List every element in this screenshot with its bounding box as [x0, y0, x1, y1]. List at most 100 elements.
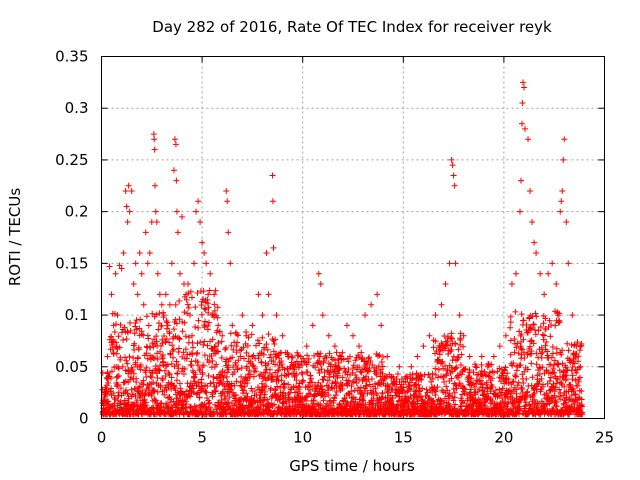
- data-point: [452, 340, 459, 347]
- data-point: [181, 319, 188, 326]
- data-point: [185, 304, 192, 311]
- data-point: [539, 364, 546, 371]
- data-point: [447, 348, 454, 355]
- data-point: [195, 317, 202, 324]
- data-point: [106, 263, 113, 270]
- data-point: [330, 373, 337, 380]
- data-point: [131, 340, 138, 347]
- data-point: [506, 386, 513, 393]
- data-point: [568, 367, 575, 374]
- data-point: [263, 341, 270, 348]
- data-point: [144, 260, 151, 267]
- data-point: [218, 354, 225, 361]
- data-point: [120, 250, 127, 257]
- data-point: [214, 304, 221, 311]
- data-point: [200, 341, 207, 348]
- data-point: [244, 379, 251, 386]
- data-point: [202, 318, 209, 325]
- data-point: [548, 322, 555, 329]
- data-point: [552, 322, 559, 329]
- data-point: [546, 317, 553, 324]
- data-point: [363, 373, 370, 380]
- data-point: [485, 362, 492, 369]
- data-point: [291, 395, 298, 402]
- data-point: [114, 312, 121, 319]
- data-point: [136, 250, 143, 257]
- data-point: [538, 375, 545, 382]
- data-point: [508, 281, 515, 288]
- data-point: [166, 330, 173, 337]
- data-point: [123, 336, 130, 343]
- data-point: [544, 348, 551, 355]
- data-point: [455, 374, 462, 381]
- data-point: [104, 353, 111, 360]
- data-point: [513, 395, 520, 402]
- data-point: [211, 301, 218, 308]
- data-point: [537, 323, 544, 330]
- data-point: [233, 362, 240, 369]
- data-point: [231, 382, 238, 389]
- data-point: [216, 328, 223, 335]
- data-point: [244, 393, 251, 400]
- data-point: [142, 369, 149, 376]
- data-point: [516, 407, 523, 414]
- data-point: [360, 393, 367, 400]
- data-point: [541, 291, 548, 298]
- data-point: [319, 312, 326, 319]
- data-point: [233, 378, 240, 385]
- data-point: [524, 366, 531, 373]
- data-point: [229, 354, 236, 361]
- data-point: [533, 250, 540, 257]
- data-point: [247, 371, 254, 378]
- data-point: [357, 384, 364, 391]
- data-point: [297, 353, 304, 360]
- x-axis: 0 5 10 15 20 25: [97, 56, 614, 447]
- data-point: [462, 386, 469, 393]
- data-point: [512, 270, 519, 277]
- data-point: [156, 291, 163, 298]
- data-point: [558, 198, 565, 205]
- data-point: [518, 311, 525, 318]
- data-point: [158, 343, 165, 350]
- data-point: [312, 364, 319, 371]
- data-point: [193, 208, 200, 215]
- data-point: [230, 346, 237, 353]
- data-point: [143, 343, 150, 350]
- data-point: [279, 332, 286, 339]
- data-point: [414, 398, 421, 405]
- data-point: [155, 326, 162, 333]
- data-point: [270, 244, 277, 251]
- data-point: [437, 397, 444, 404]
- data-point: [494, 368, 501, 375]
- data-point: [181, 309, 188, 316]
- data-point: [579, 403, 586, 410]
- data-point: [419, 385, 426, 392]
- data-point: [562, 399, 569, 406]
- data-point: [159, 376, 166, 383]
- data-point: [452, 381, 459, 388]
- data-point: [163, 336, 170, 343]
- data-point: [531, 239, 538, 246]
- data-point: [150, 379, 157, 386]
- data-point: [158, 403, 165, 410]
- data-point: [318, 366, 325, 373]
- data-point: [336, 366, 343, 373]
- data-point: [183, 291, 190, 298]
- data-point: [161, 333, 168, 340]
- data-point: [564, 340, 571, 347]
- data-point: [520, 317, 527, 324]
- data-point: [303, 397, 310, 404]
- data-point: [143, 364, 150, 371]
- data-point: [299, 371, 306, 378]
- data-point: [183, 355, 190, 362]
- data-point: [189, 339, 196, 346]
- data-point: [289, 354, 296, 361]
- data-point: [295, 386, 302, 393]
- data-point: [298, 358, 305, 365]
- data-points: [99, 79, 586, 418]
- data-point: [134, 397, 141, 404]
- data-point: [383, 400, 390, 407]
- data-point: [154, 356, 161, 363]
- x-tick-label: 10: [293, 429, 312, 447]
